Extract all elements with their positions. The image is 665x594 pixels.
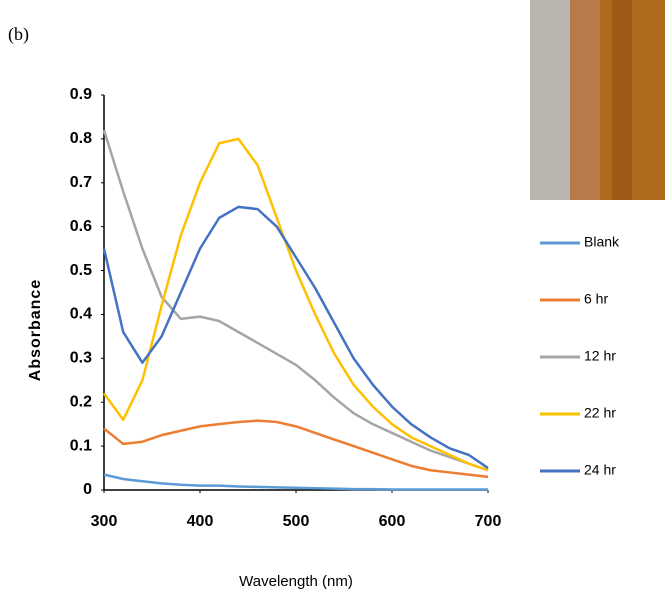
x-tick-label: 700	[475, 513, 502, 530]
photo-inset	[530, 0, 665, 200]
x-tick-label: 400	[187, 513, 214, 530]
y-tick-label: 0	[83, 481, 92, 498]
x-axis-label: Wavelength (nm)	[239, 573, 353, 590]
x-tick-label: 600	[379, 513, 406, 530]
legend-label: 24 hr	[584, 462, 616, 478]
y-tick-label: 0.5	[70, 262, 92, 279]
legend-label: 22 hr	[584, 405, 616, 421]
series-line	[102, 205, 489, 470]
vial	[570, 0, 600, 200]
y-axis-label: Absorbance	[27, 279, 44, 381]
legend-label: Blank	[584, 234, 620, 250]
series-line	[103, 419, 489, 479]
series-line	[102, 129, 489, 472]
y-tick-label: 0.7	[70, 174, 92, 191]
y-tick-label: 0.3	[70, 350, 92, 367]
series-line	[102, 137, 489, 472]
vial-shade	[612, 0, 632, 200]
panel-label: (b)	[8, 24, 29, 45]
y-tick-label: 0.4	[70, 306, 92, 323]
legend-label: 12 hr	[584, 348, 616, 364]
y-tick-label: 0.8	[70, 130, 92, 147]
y-tick-label: 0.2	[70, 393, 92, 410]
x-tick-label: 500	[283, 513, 310, 530]
series-line	[103, 473, 488, 491]
y-tick-label: 0.9	[70, 86, 92, 103]
vial	[600, 0, 665, 200]
y-tick-label: 0.6	[70, 218, 92, 235]
legend-label: 6 hr	[584, 291, 608, 307]
x-tick-label: 300	[91, 513, 118, 530]
y-tick-label: 0.1	[70, 437, 92, 454]
